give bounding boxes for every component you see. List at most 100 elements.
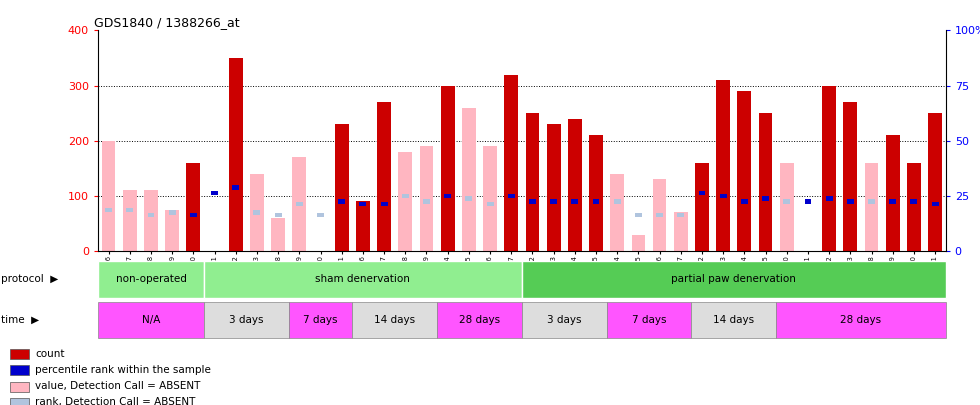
Bar [529,199,536,204]
Bar [10,398,28,405]
Bar [631,234,645,251]
Text: protocol  ▶: protocol ▶ [1,275,58,284]
Bar [126,207,133,212]
Text: 3 days: 3 days [229,315,264,325]
Bar [289,302,352,338]
Bar [292,157,306,251]
Bar [274,213,281,217]
Text: 14 days: 14 days [374,315,416,325]
Text: N/A: N/A [142,315,160,325]
Bar [437,302,521,338]
Bar [232,185,239,190]
Text: value, Detection Call = ABSENT: value, Detection Call = ABSENT [35,381,200,391]
Text: partial paw denervation: partial paw denervation [671,275,796,284]
Bar [571,199,578,204]
Bar [783,199,790,204]
Bar [360,202,367,207]
Bar [353,302,437,338]
Bar [444,194,451,198]
Bar [335,124,349,251]
Bar [10,382,28,392]
Text: 28 days: 28 days [459,315,500,325]
Bar [521,261,946,298]
Bar [741,199,748,204]
Bar [738,91,752,251]
Bar [907,163,921,251]
Bar [568,119,582,251]
Bar [716,80,730,251]
Bar [204,302,289,338]
Bar [780,163,794,251]
Bar [204,261,522,298]
Bar [677,213,684,217]
Bar [105,207,112,212]
Bar [229,58,243,251]
Text: GDS1840 / 1388266_at: GDS1840 / 1388266_at [94,16,239,29]
Bar [525,113,539,251]
Bar [399,152,413,251]
Bar [296,202,303,207]
Bar [589,135,603,251]
Bar [169,210,175,215]
Bar [190,213,197,217]
Bar [674,213,688,251]
Bar [318,213,324,217]
Bar [593,199,600,204]
Bar [441,85,455,251]
Bar [762,196,769,201]
Bar [508,194,514,198]
Text: 14 days: 14 days [713,315,755,325]
Bar [380,202,387,207]
Bar [102,141,116,251]
Bar [487,202,494,207]
Bar [932,202,939,207]
Bar [547,124,561,251]
Bar [462,108,475,251]
Text: non-operated: non-operated [116,275,186,284]
Text: 7 days: 7 days [632,315,666,325]
Bar [826,196,833,201]
Bar [847,199,854,204]
Bar [607,302,692,338]
Bar [10,365,28,375]
Bar [759,113,772,251]
Bar [864,163,878,251]
Bar [653,179,666,251]
Text: 28 days: 28 days [841,315,881,325]
Bar [356,201,369,251]
Bar [419,146,433,251]
Bar [868,199,875,204]
Bar [822,85,836,251]
Bar [122,190,136,251]
Bar [186,163,200,251]
Bar [144,190,158,251]
Bar [521,302,607,338]
Bar [423,199,430,204]
Bar [719,194,726,198]
Bar [466,196,472,201]
Bar [483,146,497,251]
Text: percentile rank within the sample: percentile rank within the sample [35,365,211,375]
Bar [635,213,642,217]
Bar [98,302,204,338]
Bar [889,199,896,204]
Bar [611,174,624,251]
Bar [692,302,776,338]
Bar [695,163,709,251]
Bar [844,102,858,251]
Bar [211,191,218,195]
Bar [805,199,811,204]
Bar [776,302,946,338]
Bar [699,191,706,195]
Bar [910,199,917,204]
Bar [338,199,345,204]
Bar [166,210,179,251]
Bar [271,218,285,251]
Text: 7 days: 7 days [303,315,338,325]
Bar [148,213,155,217]
Bar [613,199,620,204]
Bar [657,213,663,217]
Bar [928,113,942,251]
Bar [98,261,204,298]
Bar [505,75,518,251]
